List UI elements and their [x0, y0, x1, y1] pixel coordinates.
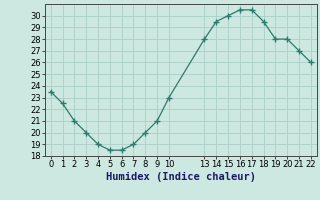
X-axis label: Humidex (Indice chaleur): Humidex (Indice chaleur) — [106, 172, 256, 182]
